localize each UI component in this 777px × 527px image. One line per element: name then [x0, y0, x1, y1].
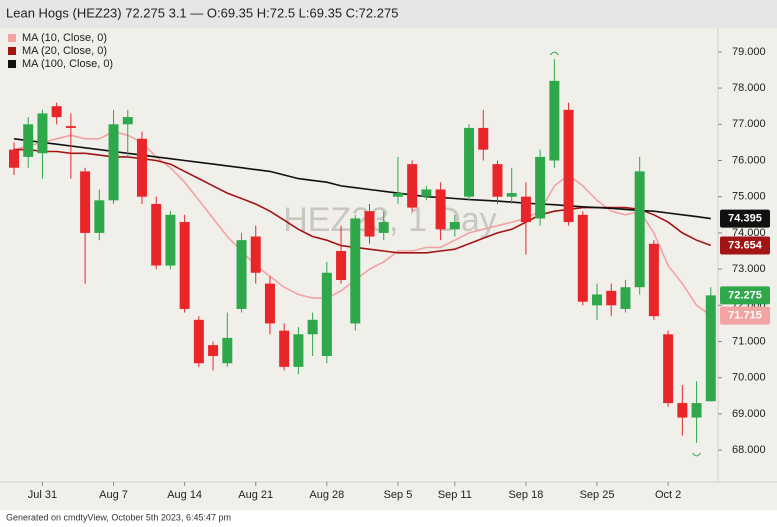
- candle-body: [51, 106, 62, 118]
- high-marker: [549, 51, 559, 56]
- y-tick-label: 75.000: [732, 191, 766, 203]
- candle-body: [449, 222, 460, 230]
- candle-body: [563, 109, 574, 223]
- legend-swatch: [8, 47, 16, 55]
- candle-body: [350, 218, 361, 324]
- y-tick-label: 69.000: [732, 408, 766, 420]
- y-tick-label: 79.000: [732, 46, 766, 58]
- candle-body: [9, 149, 19, 168]
- watermark: HEZ23, 1 Day: [283, 201, 497, 239]
- price-badge-label: 73.654: [728, 239, 763, 251]
- x-tick-label: Aug 7: [99, 489, 128, 501]
- price-badge-label: 72.275: [728, 289, 762, 301]
- ma-lines: [13, 130, 712, 317]
- y-tick-label: 73.000: [732, 263, 766, 275]
- candle-body: [577, 214, 588, 302]
- candle-body: [23, 124, 34, 157]
- title-bar: [0, 0, 777, 28]
- price-badge: [720, 209, 770, 228]
- candle-body: [37, 113, 48, 154]
- price-badge: [720, 236, 770, 255]
- x-tick-label: Aug 28: [309, 489, 344, 501]
- candle-body: [520, 196, 531, 223]
- candle-body: [492, 164, 503, 197]
- candle-body: [307, 319, 318, 335]
- candle-body: [321, 272, 332, 357]
- legend-swatch: [8, 60, 16, 68]
- candle-body: [65, 126, 76, 128]
- candle-body: [620, 287, 631, 309]
- x-tick-label: Sep 18: [508, 489, 543, 501]
- footer-text: Generated on cmdtyView, October 5th 2023…: [6, 512, 231, 522]
- chart-title: Lean Hogs (HEZ23) 72.275 3.1 — O:69.35 H…: [6, 5, 398, 20]
- candle-body: [549, 80, 560, 161]
- x-tick-label: Aug 21: [238, 489, 273, 501]
- candle-body: [122, 117, 133, 125]
- price-badge: [720, 306, 770, 325]
- candle-body: [94, 200, 105, 233]
- ma-line: [13, 138, 711, 220]
- candle-body: [392, 193, 403, 197]
- plot-background: [0, 28, 777, 510]
- low-marker: [692, 452, 701, 457]
- candle-body: [136, 138, 147, 197]
- candle-body: [250, 236, 261, 273]
- x-tick-label: Sep 25: [580, 489, 615, 501]
- candle-body: [677, 403, 688, 418]
- candle-body: [264, 283, 275, 324]
- candle-body: [464, 127, 475, 197]
- candle-body: [179, 222, 190, 309]
- x-tick-label: Sep 11: [438, 489, 472, 501]
- y-tick-label: 76.000: [732, 154, 766, 166]
- candle-body: [165, 214, 176, 266]
- price-badge-label: 74.395: [728, 213, 762, 225]
- legend-label: MA (10, Close, 0): [22, 32, 107, 44]
- x-tick-label: Sep 5: [384, 489, 413, 501]
- candle-body: [421, 189, 432, 197]
- candle-body: [435, 189, 446, 230]
- candle-body: [705, 295, 716, 402]
- x-tick-label: Aug 14: [167, 489, 202, 501]
- legend-swatch: [8, 34, 16, 42]
- candle-body: [478, 127, 489, 150]
- candle-body: [648, 243, 659, 317]
- candle-body: [663, 334, 674, 404]
- price-badge: [720, 286, 770, 305]
- candle-body: [506, 193, 517, 197]
- candle-body: [293, 334, 304, 367]
- candle-body: [606, 290, 617, 306]
- x-tick-label: Oct 2: [655, 489, 681, 501]
- price-badge-label: 71.715: [728, 310, 762, 322]
- y-tick-label: 77.000: [732, 118, 766, 130]
- candle-body: [208, 345, 219, 357]
- footer-bar: [0, 510, 777, 527]
- y-tick-label: 74.000: [732, 227, 766, 239]
- y-tick-label: 71.000: [732, 335, 766, 347]
- candle-body: [691, 403, 702, 418]
- candle-body: [336, 251, 347, 280]
- candle-body: [236, 240, 247, 309]
- y-tick-label: 68.000: [732, 444, 766, 456]
- legend-label: MA (100, Close, 0): [22, 58, 113, 70]
- candle-body: [535, 156, 546, 219]
- candle-body: [151, 203, 162, 266]
- y-tick-label: 70.000: [732, 372, 766, 384]
- x-tick-label: Jul 31: [28, 489, 57, 501]
- candle-body: [279, 330, 290, 367]
- y-tick-label: 78.000: [732, 82, 766, 94]
- candle-body: [407, 164, 418, 208]
- legend-label: MA (20, Close, 0): [22, 45, 107, 57]
- candle-body: [634, 171, 645, 288]
- candle-body: [80, 171, 91, 233]
- chart-layer: 68.00069.00070.00071.00072.00073.00074.0…: [8, 32, 770, 501]
- candle-body: [592, 294, 603, 306]
- candle-body: [364, 211, 375, 237]
- candle-body: [193, 319, 204, 364]
- candle-body: [108, 124, 119, 201]
- candle-body: [378, 222, 389, 233]
- candle-body: [222, 337, 233, 364]
- ma-line: [13, 130, 712, 317]
